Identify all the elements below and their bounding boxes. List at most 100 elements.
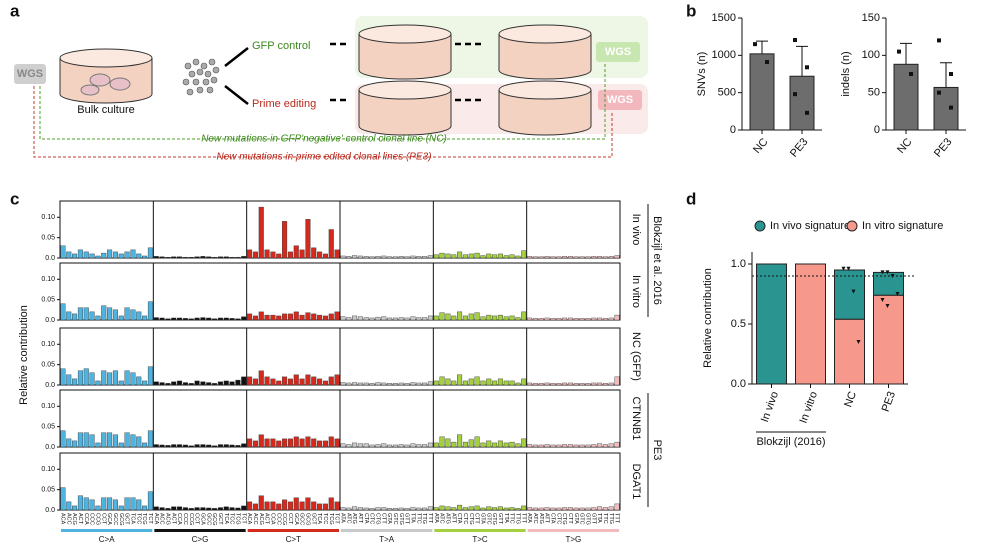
bar [223,380,229,386]
bar [270,438,276,448]
bar [404,444,410,448]
dish [358,80,452,136]
bar [212,445,218,448]
bar [503,507,509,511]
bar [369,444,375,448]
x-tick-label: TCC [322,513,328,524]
x-tick-label: ATT [357,513,363,524]
y-tick-label: 50 [868,87,880,99]
bar [474,376,480,386]
bar [258,495,264,511]
bar [410,382,416,386]
bar [597,256,603,259]
bar [532,256,538,259]
bar [124,251,130,259]
bar [293,245,299,259]
bar [416,256,422,259]
bar [602,256,608,259]
bar [217,317,223,321]
bar [229,381,235,386]
bar [591,317,597,321]
bar [282,221,288,259]
bar [608,443,614,448]
bar [451,507,457,511]
x-tick-label: CCT [194,513,200,525]
bar [200,381,206,386]
bar [433,380,439,386]
bar [591,382,597,386]
bar [468,378,474,386]
x-tick-label: CCG [94,513,100,525]
bar [165,508,171,511]
bar [567,444,573,448]
bar [270,501,276,511]
bar [322,315,328,321]
bar [427,255,433,259]
bar [392,317,398,321]
bar [749,53,775,131]
bar [305,312,311,321]
bar [194,507,200,511]
x-tick-label: CTG [468,513,474,525]
dish [498,80,592,136]
bar [597,382,603,386]
bar [573,507,579,511]
bar [241,316,247,321]
bar [112,309,118,321]
x-tick-label: ACG [164,513,170,525]
bar [497,506,503,511]
bar [101,370,107,386]
bar [398,382,404,386]
bar [562,444,568,448]
bar [235,256,241,259]
bar [177,317,183,321]
bar [177,506,183,511]
x-tick-label: TTA [503,513,509,523]
bar [252,315,258,321]
bar [264,249,270,259]
bar [124,497,130,511]
bar [322,440,328,448]
bar [206,317,212,321]
x-tick-label: GTC [392,513,398,525]
legend-swatch [754,220,766,232]
bar [480,380,486,386]
wgs-label: WGS [607,94,633,106]
bar [398,444,404,448]
bar [381,382,387,386]
x-tick-label: GCA [106,513,112,525]
error-bar [940,62,952,88]
bar [363,443,369,448]
bar [387,444,393,448]
bar [311,501,317,511]
bar [223,317,229,321]
bar [299,249,305,259]
x-tick-label: CTC [462,513,468,524]
bar [550,383,556,386]
bar [544,256,550,259]
bar [468,313,474,321]
x-tick-label: CCA [176,513,182,525]
bar [276,440,282,448]
x-tick-label: GCC [299,513,305,525]
bar [457,374,463,386]
bar [147,430,153,448]
bar-segment [834,269,865,320]
x-tick-label: GCG [304,513,310,526]
bar [363,507,369,511]
y-tick-label: 0.0 [45,317,55,324]
x-tick-label: ATT [544,513,550,524]
x-tick-label: GTC [579,513,585,525]
bar [556,383,562,386]
bar [235,445,241,448]
bar [509,441,515,448]
x-tick-label: CCG [188,513,194,525]
bar [445,313,451,321]
x-tick-label: NC [895,136,914,156]
gfp-label: GFP control [252,40,311,52]
bar [585,383,591,386]
bar [614,376,620,386]
bar [468,253,474,259]
bar [153,381,159,386]
bar [77,370,83,386]
